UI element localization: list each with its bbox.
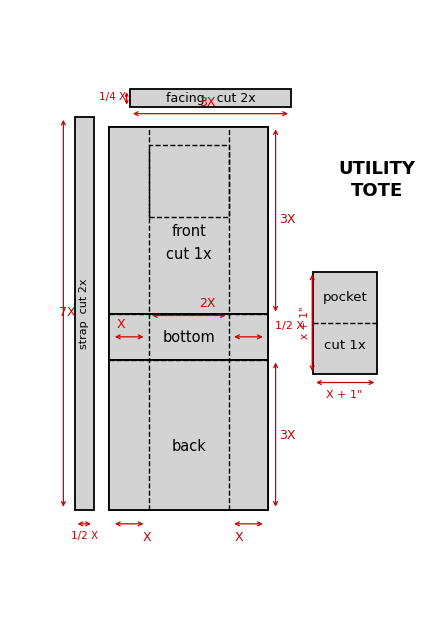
Text: front: front [171, 224, 206, 239]
Text: cut 1x: cut 1x [166, 247, 212, 263]
Text: pocket: pocket [323, 290, 368, 303]
Bar [75, 117, 94, 510]
Text: X: X [143, 531, 152, 544]
Bar [109, 127, 268, 315]
Bar [109, 315, 268, 360]
Text: 3X: 3X [279, 430, 296, 442]
Text: X: X [235, 531, 243, 544]
Bar [130, 90, 291, 108]
Text: bottom: bottom [162, 329, 215, 345]
Text: strap  cut 2x: strap cut 2x [79, 278, 89, 349]
Bar [313, 272, 377, 374]
Bar [109, 127, 268, 510]
Text: X: X [116, 318, 125, 331]
Text: x + 1": x + 1" [301, 307, 310, 339]
Text: facing   cut 2x: facing cut 2x [165, 92, 255, 105]
Text: cut 1x: cut 1x [324, 339, 366, 352]
Text: 7X: 7X [59, 305, 76, 319]
Text: 2X: 2X [199, 297, 215, 310]
Bar [109, 360, 268, 510]
Text: 1/2 X: 1/2 X [70, 531, 98, 541]
Text: 3X: 3X [279, 213, 296, 226]
Text: 1/2 X: 1/2 X [275, 321, 304, 331]
Text: X + 1": X + 1" [326, 390, 363, 400]
Text: 1/4 X: 1/4 X [99, 91, 127, 101]
Text: UTILITY: UTILITY [339, 160, 416, 179]
Text: TOTE: TOTE [351, 182, 403, 200]
Bar [149, 145, 229, 217]
Text: back: back [171, 439, 206, 454]
Text: 3X: 3X [199, 96, 215, 109]
